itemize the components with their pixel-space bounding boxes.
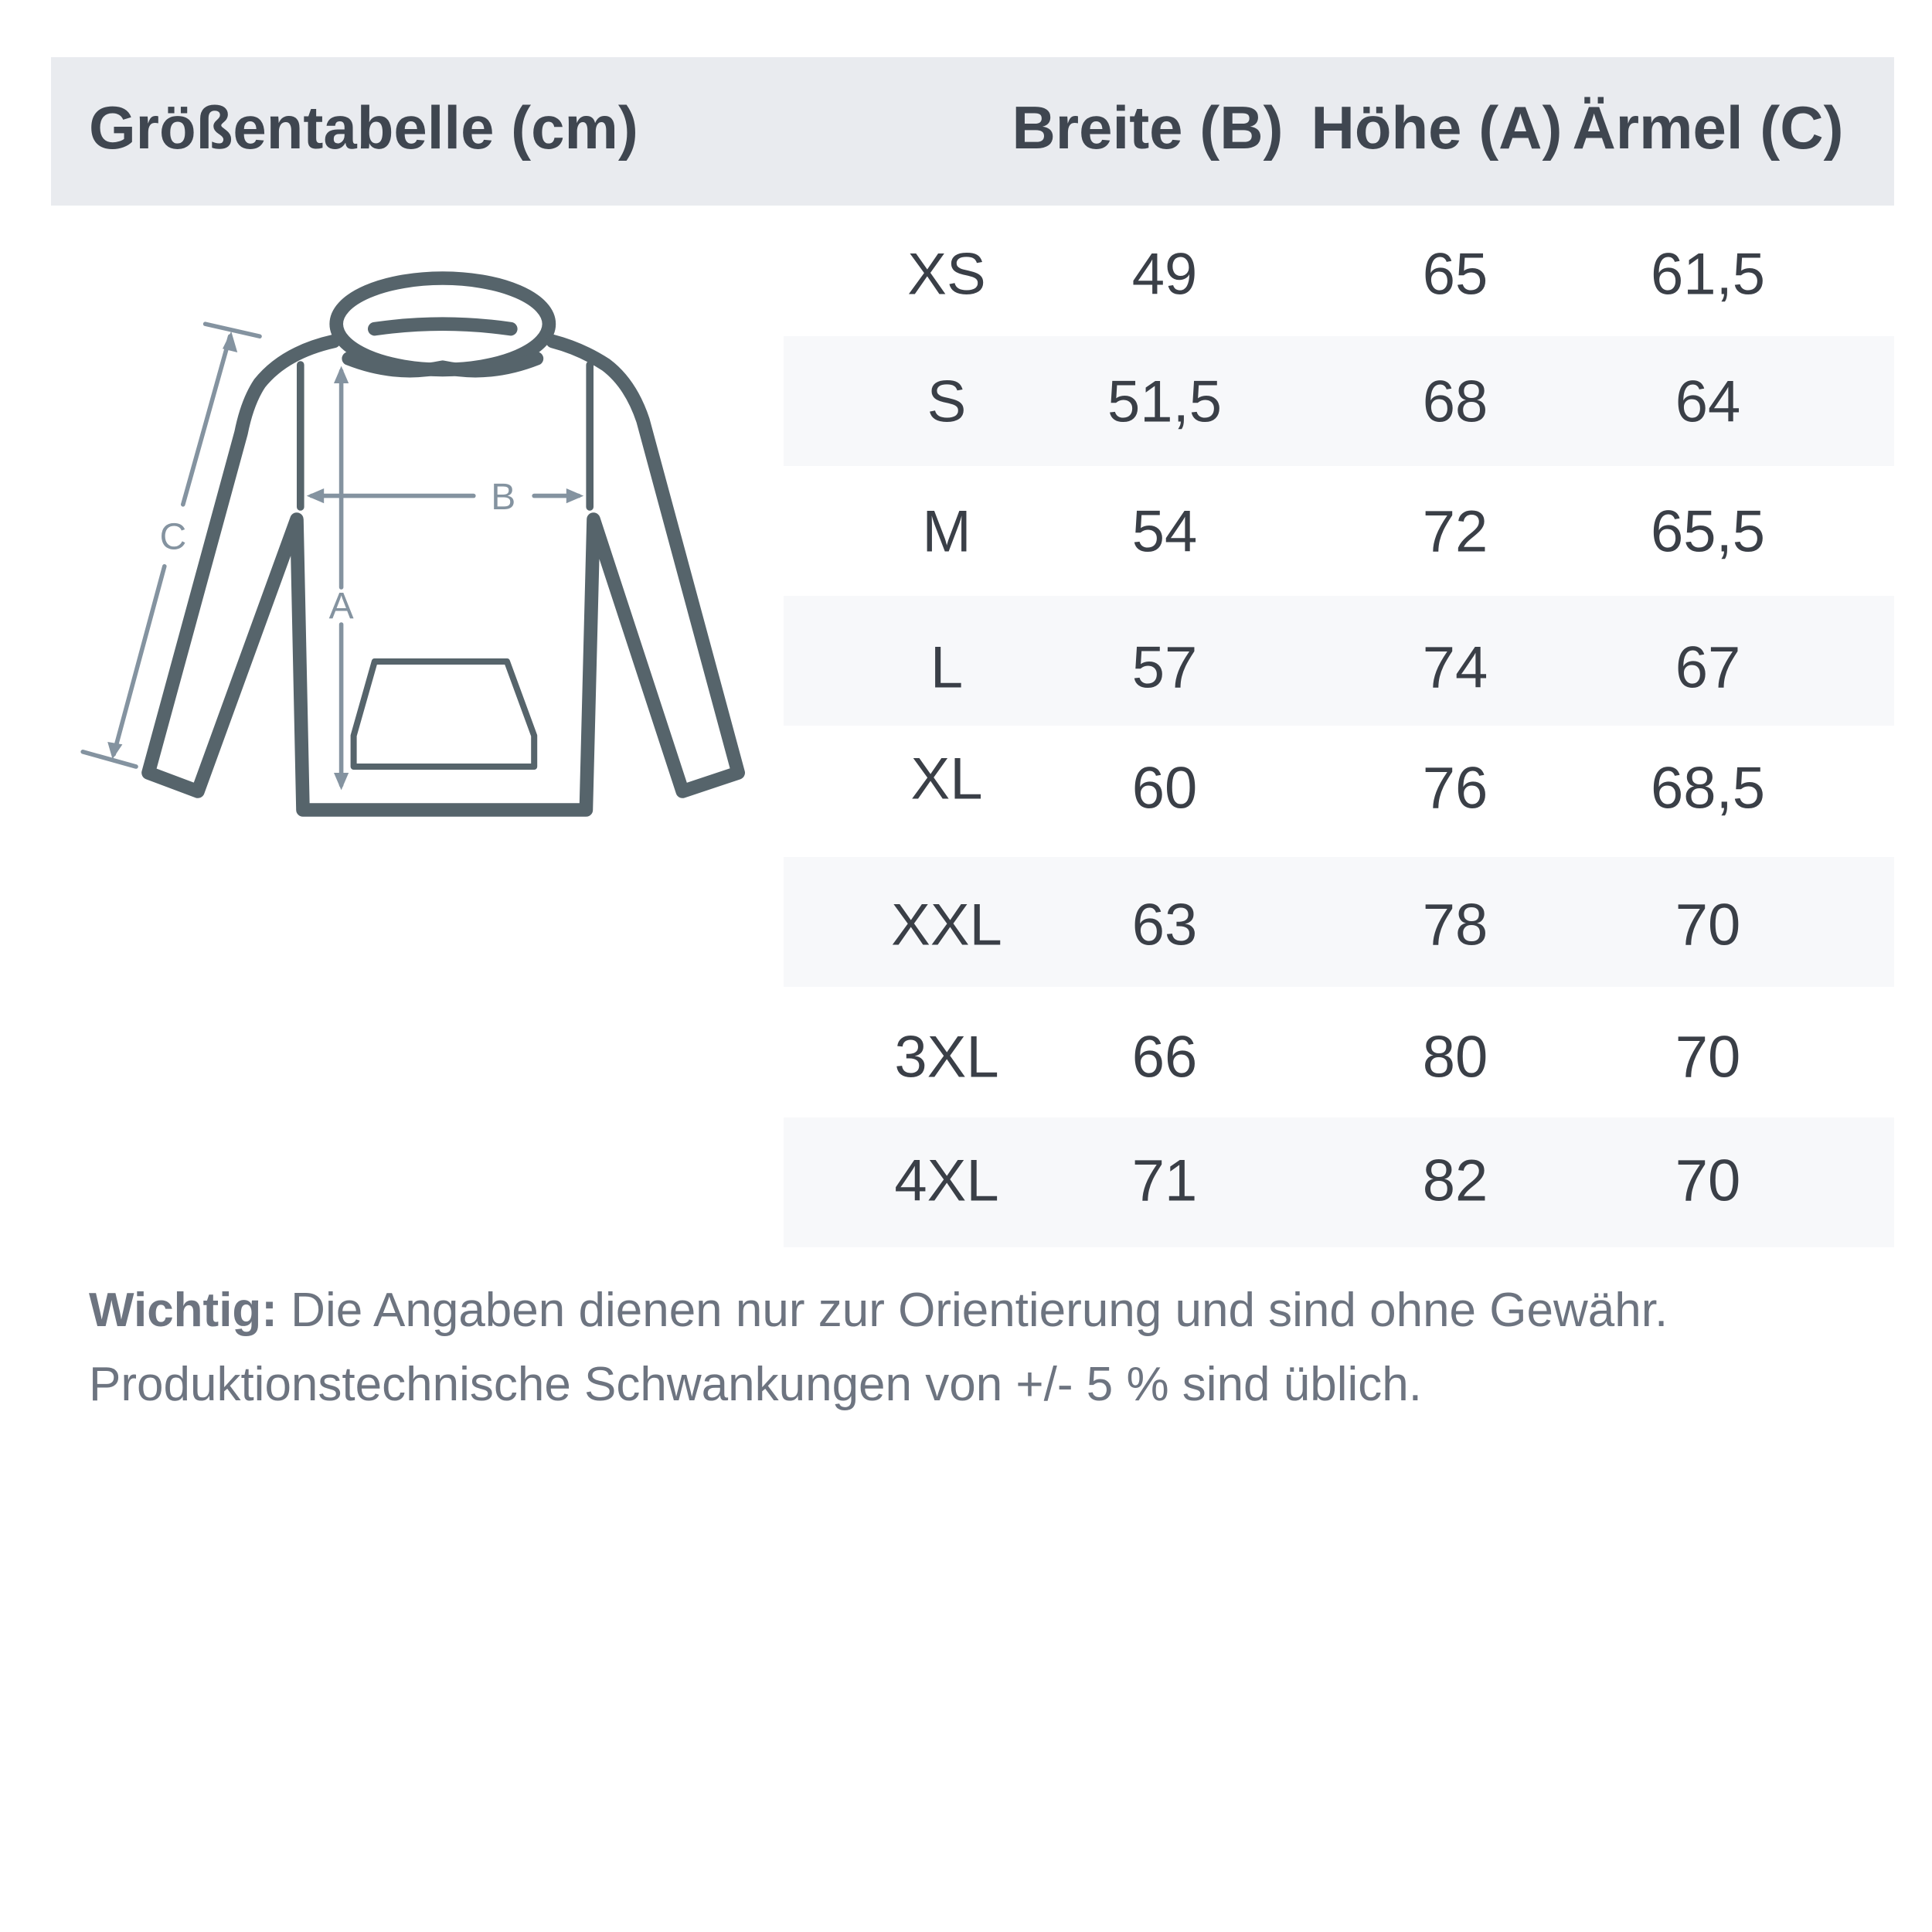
cell-breite: 71 [1131,1148,1198,1214]
cell-size: XL [910,746,983,812]
cell-hoehe: 80 [1422,1024,1488,1090]
cell-breite: 49 [1131,241,1198,308]
page-title: Größentabelle (cm) [89,94,638,162]
column-header-breite: Breite (B) [1012,94,1284,162]
cell-aermel: 70 [1675,1148,1741,1214]
note-line-2: Produktionstechnische Schwankungen von +… [89,1358,1422,1411]
cell-size: M [922,498,971,565]
measure-arrows [80,321,581,787]
cell-hoehe: 82 [1422,1148,1488,1214]
cell-aermel: 65,5 [1651,498,1765,565]
column-header-aermel: Ärmel (C) [1572,94,1844,162]
cell-breite: 63 [1131,892,1198,958]
cell-size: XXL [891,892,1002,958]
cell-size: S [927,369,967,435]
row-stripe [784,1117,1894,1247]
row-stripe [784,596,1894,726]
cell-size: XS [907,241,986,308]
cell-breite: 51,5 [1107,369,1222,435]
row-stripe [784,336,1894,466]
cell-size: L [930,634,964,701]
cell-aermel: 64 [1675,369,1741,435]
row-stripe [784,857,1894,987]
cell-size: 4XL [894,1148,999,1214]
table-header-band [51,57,1894,206]
cell-hoehe: 76 [1422,755,1488,821]
note-line-1: Wichtig: Die Angaben dienen nur zur Orie… [89,1283,1668,1338]
cell-breite: 54 [1131,498,1198,565]
label-c: C [160,516,187,557]
arrowheads [107,331,584,791]
cell-aermel: 61,5 [1651,241,1765,308]
note-label: Wichtig: [89,1284,277,1337]
cell-aermel: 70 [1675,1024,1741,1090]
cell-hoehe: 72 [1422,498,1488,565]
cell-hoehe: 65 [1422,241,1488,308]
cell-breite: 66 [1131,1024,1198,1090]
cell-aermel: 67 [1675,634,1741,701]
cell-breite: 57 [1131,634,1198,701]
cell-hoehe: 78 [1422,892,1488,958]
cell-breite: 60 [1131,755,1198,821]
cell-aermel: 70 [1675,892,1741,958]
column-header-hoehe: Höhe (A) [1311,94,1563,162]
cell-size: 3XL [894,1024,999,1090]
hoodie-outline-icon [141,271,746,817]
cell-hoehe: 74 [1422,634,1488,701]
label-a: A [329,586,354,627]
note-text-1: Die Angaben dienen nur zur Orientierung … [277,1284,1668,1337]
cell-aermel: 68,5 [1651,755,1765,821]
cell-hoehe: 68 [1422,369,1488,435]
label-b: B [491,477,515,518]
